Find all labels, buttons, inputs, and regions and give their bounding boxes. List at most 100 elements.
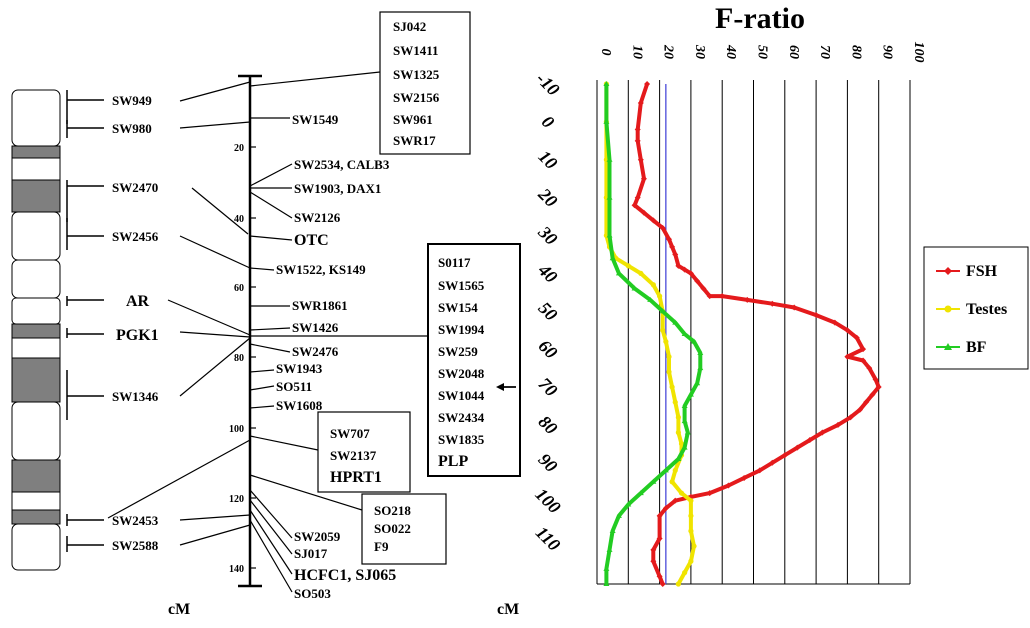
- data-point: [688, 498, 694, 504]
- data-point: [756, 467, 763, 474]
- legend-items: FSH Testes BF: [936, 263, 1007, 356]
- y-tick-label: 70: [535, 374, 562, 401]
- data-point: [662, 467, 669, 473]
- data-point: [681, 444, 688, 450]
- y-tick-label: 60: [535, 336, 562, 363]
- data-point: [609, 255, 616, 261]
- data-point: [853, 334, 860, 341]
- data-point: [659, 308, 666, 314]
- data-point: [672, 251, 679, 258]
- y-tick-label: 30: [534, 221, 562, 249]
- band-white: [11, 337, 61, 359]
- box-marker: SWR17: [393, 133, 436, 148]
- data-point: [659, 224, 666, 231]
- marker-label: SO511: [276, 379, 312, 394]
- band-grey: [11, 459, 61, 493]
- y-tick-label: 50: [535, 298, 562, 325]
- data-point: [813, 312, 820, 319]
- legend-label: FSH: [966, 263, 998, 280]
- data-point: [700, 285, 707, 292]
- marker-label: SW949: [112, 93, 152, 108]
- data-point: [603, 81, 610, 86]
- legend-item: Testes: [936, 301, 1007, 318]
- series-fsh: [631, 81, 882, 587]
- x-tick-label: 90: [880, 45, 895, 59]
- data-point: [650, 478, 657, 484]
- marker-label: SW2470: [112, 180, 158, 195]
- marker-label-gene: SW1903, DAX1: [294, 181, 381, 196]
- data-point: [637, 490, 644, 496]
- band-white: [11, 297, 61, 325]
- box-marker: SJ042: [393, 19, 426, 34]
- data-point: [606, 232, 613, 238]
- band-white: [11, 89, 61, 147]
- data-point: [663, 338, 669, 345]
- band-grey: [11, 509, 61, 525]
- data-point: [806, 437, 813, 444]
- x-tick-label: 100: [911, 42, 926, 63]
- data-point: [640, 209, 647, 216]
- data-point: [650, 282, 656, 288]
- band-white: [11, 401, 61, 461]
- box-marker: SO022: [374, 521, 411, 536]
- left-connectors: [167, 81, 251, 546]
- data-point: [688, 558, 694, 564]
- data-point: [606, 546, 613, 552]
- box-marker: S0117: [438, 255, 471, 270]
- data-point: [682, 570, 688, 576]
- box-marker-gene: PLP: [438, 453, 468, 470]
- data-point: [672, 497, 679, 504]
- band-white: [11, 211, 61, 261]
- box-marker: SW2434: [438, 410, 485, 425]
- data-point: [687, 270, 694, 277]
- chromosome-ideogram: [11, 89, 61, 571]
- data-point: [625, 501, 632, 507]
- data-point: [634, 137, 641, 144]
- data-point: [675, 262, 682, 269]
- data-point: [688, 513, 694, 519]
- chart-title: F-ratio: [715, 2, 805, 35]
- y-tick-label: 0: [538, 112, 559, 133]
- marker-box-top: SJ042 SW1411 SW1325 SW2156 SW961 SWR17: [379, 11, 471, 155]
- box-marker: SW1835: [438, 432, 485, 447]
- marker-label-gene: OTC: [294, 232, 329, 249]
- data-point: [678, 490, 685, 496]
- data-point: [872, 376, 879, 383]
- y-tick-label: 40: [534, 259, 562, 287]
- marker-label: SW2059: [294, 529, 341, 544]
- marker-label: SW1549: [292, 112, 339, 127]
- data-point: [675, 456, 682, 461]
- data-point: [625, 263, 631, 269]
- axis-tick-label: 80: [234, 353, 244, 364]
- data-point: [691, 338, 698, 344]
- box-marker: SW259: [438, 344, 478, 359]
- legend-marker: [944, 267, 952, 275]
- data-point: [669, 384, 675, 390]
- data-point: [657, 293, 663, 299]
- data-point: [634, 126, 641, 133]
- data-point: [672, 319, 679, 325]
- data-point: [681, 266, 688, 273]
- x-tick-label: 50: [755, 45, 770, 59]
- x-tick-label: 10: [629, 45, 644, 59]
- chart-grid: [596, 80, 911, 585]
- data-point: [650, 217, 657, 224]
- data-point: [603, 565, 610, 571]
- box-marker: SO218: [374, 503, 411, 518]
- data-point: [744, 296, 751, 303]
- band-grey: [11, 179, 61, 213]
- axis-tick-label: 120: [229, 494, 244, 505]
- right-connectors: [107, 71, 428, 593]
- data-point: [856, 406, 863, 413]
- axis-tick-label: 100: [229, 424, 244, 435]
- map-axis-ticks: 20 40 60 80 100 120 140: [229, 143, 256, 575]
- data-point: [675, 429, 681, 436]
- data-point: [606, 156, 613, 162]
- data-point: [791, 304, 798, 311]
- marker-label: SW2534, CALB3: [294, 157, 390, 172]
- data-point: [603, 118, 610, 124]
- data-point: [719, 293, 726, 300]
- data-point: [691, 543, 697, 549]
- box-marker: SW154: [438, 300, 478, 315]
